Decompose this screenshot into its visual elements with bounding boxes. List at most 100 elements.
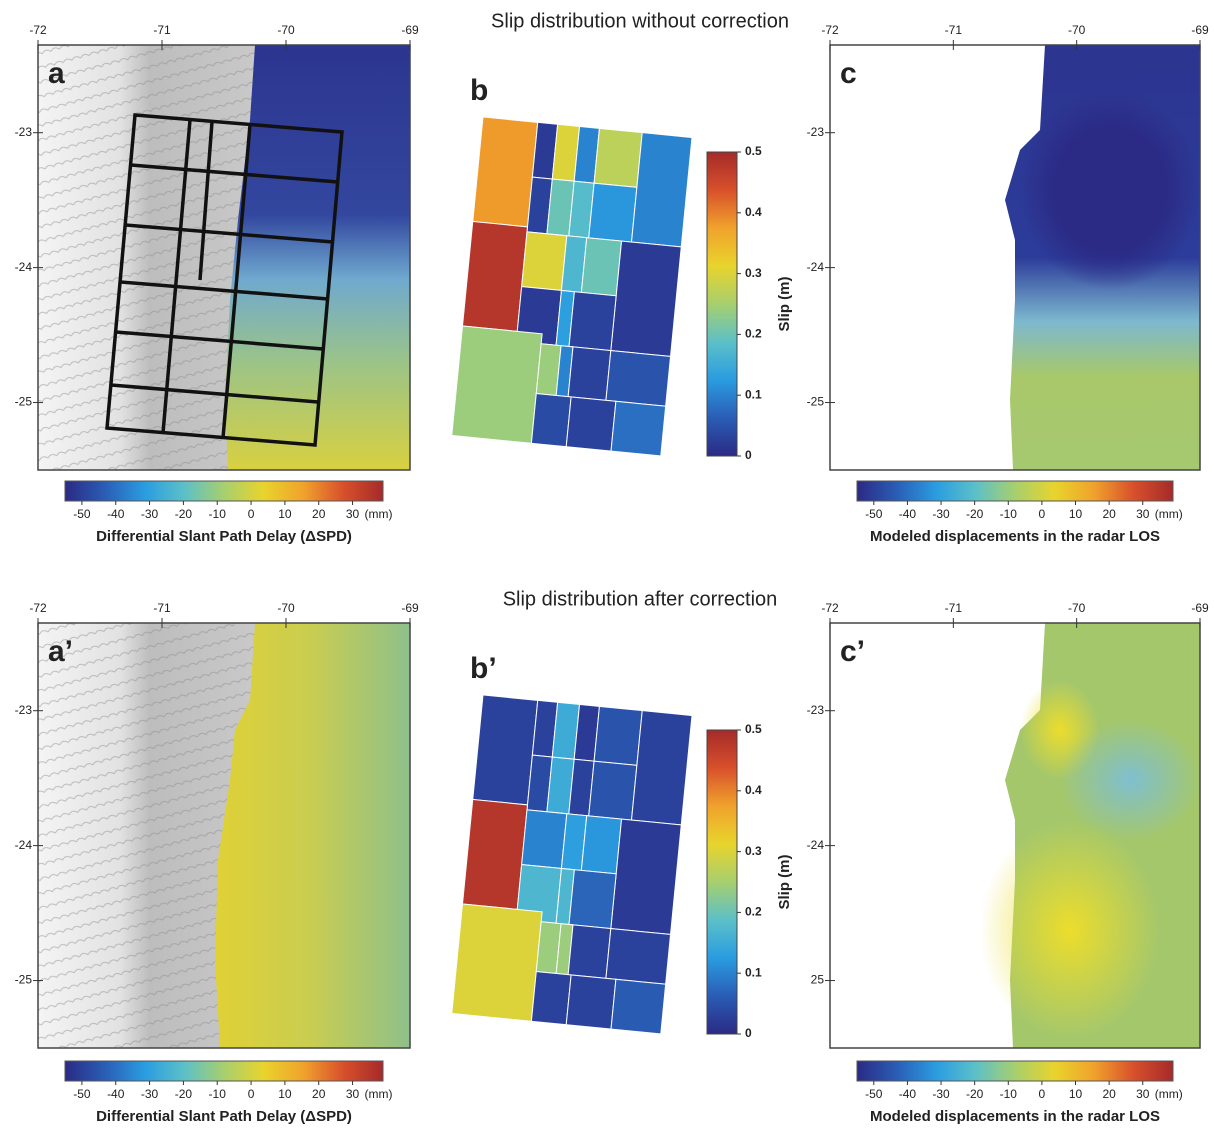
- colorbar-tick-label: 30: [346, 507, 360, 521]
- slip-patch: [632, 711, 692, 825]
- slip-colorbar-tick-label: 0.2: [745, 327, 762, 341]
- colorbar-tick-label: -10: [209, 507, 227, 521]
- colorbar-tick-label: -50: [865, 507, 883, 521]
- lon-tick-label: -70: [1068, 601, 1086, 615]
- slip-colorbar-tick-label: 0.5: [745, 722, 762, 736]
- row-title: Slip distribution after correction: [503, 588, 778, 610]
- colorbar-tick-label: -20: [175, 507, 193, 521]
- lon-tick-label: -70: [1068, 23, 1086, 37]
- slip-patch: [566, 975, 616, 1029]
- lat-tick-label: -24: [15, 260, 33, 274]
- colorbar-tick-label: 20: [1102, 1087, 1116, 1101]
- slip-patch: [566, 397, 616, 451]
- colorbar-tick-label: -20: [966, 507, 984, 521]
- lon-tick-label: -72: [821, 601, 839, 615]
- colorbar-tick-label: 30: [1136, 507, 1150, 521]
- colorbar-tick-label: -20: [175, 1087, 193, 1101]
- slip-patch: [589, 761, 637, 820]
- slip-patch: [473, 695, 538, 805]
- colorbar-tick-label: -50: [73, 507, 91, 521]
- slip-patches: [452, 695, 692, 1034]
- slip-patch: [611, 241, 681, 356]
- colorbar-tick-label: -40: [107, 1087, 125, 1101]
- lat-tick-label: -24: [15, 838, 33, 852]
- slip-colorbar-label: Slip (m): [776, 854, 793, 909]
- colorbar-unit: (mm): [1155, 507, 1183, 521]
- slip-patch: [589, 183, 637, 242]
- lat-tick-label: -23: [15, 125, 33, 139]
- colorbar: [857, 1061, 1173, 1081]
- lon-tick-label: -71: [945, 601, 963, 615]
- slip-patch: [522, 232, 567, 291]
- lat-tick-label: -25: [15, 973, 33, 987]
- slip-colorbar-label: Slip (m): [776, 276, 793, 331]
- lon-tick-label: -71: [153, 23, 171, 37]
- map-c-prime-image: [830, 623, 1200, 1048]
- slip-patch: [569, 870, 616, 929]
- lon-tick-label: -69: [401, 601, 419, 615]
- colorbar-tick-label: 0: [1039, 507, 1046, 521]
- colorbar-tick-label: 0: [248, 507, 255, 521]
- slip-patch: [606, 929, 671, 985]
- colorbar-unit: (mm): [365, 1087, 393, 1101]
- map-a-prime-image: [38, 623, 410, 1048]
- colorbar-tick-label: -20: [966, 1087, 984, 1101]
- slip-patch: [463, 799, 528, 909]
- lat-tick-label: -24: [807, 838, 825, 852]
- slip-colorbar: [707, 152, 737, 456]
- colorbar-tick-label: 10: [278, 1087, 292, 1101]
- slip-colorbar-tick-label: 0.4: [745, 783, 762, 797]
- lat-tick-label: -25: [807, 395, 825, 409]
- colorbar-tick-label: -10: [1000, 507, 1018, 521]
- colorbar-tick-label: 0: [248, 1087, 255, 1101]
- colorbar: [857, 481, 1173, 501]
- lat-tick-label: 25: [811, 973, 825, 987]
- slip-patch: [531, 394, 571, 447]
- panel-letter: b’: [470, 652, 497, 685]
- row-title: Slip distribution without correction: [491, 10, 789, 32]
- colorbar-tick-label: 0: [1039, 1087, 1046, 1101]
- slip-colorbar-tick-label: 0: [745, 448, 752, 462]
- slip-patch: [606, 351, 671, 407]
- slip-patch: [452, 904, 542, 1021]
- slip-patch: [568, 347, 611, 400]
- slip-patch: [611, 979, 666, 1034]
- colorbar-unit: (mm): [365, 507, 393, 521]
- colorbar: [65, 481, 383, 501]
- colorbar-tick-label: -50: [865, 1087, 883, 1101]
- panel-letter: c’: [840, 635, 865, 668]
- slip-patch: [452, 326, 542, 443]
- slip-colorbar-tick-label: 0.3: [745, 266, 762, 280]
- colorbar-tick-label: 10: [1069, 507, 1083, 521]
- colorbar-tick-label: -30: [932, 1087, 950, 1101]
- colorbar-caption: Differential Slant Path Delay (ΔSPD): [96, 1108, 352, 1125]
- slip-patch: [522, 810, 567, 869]
- lon-tick-label: -70: [277, 601, 295, 615]
- lon-tick-label: -72: [29, 601, 47, 615]
- colorbar-tick-label: -30: [141, 507, 159, 521]
- slip-patches: [452, 117, 692, 456]
- lon-tick-label: -71: [153, 601, 171, 615]
- lat-tick-label: -24: [807, 260, 825, 274]
- slip-colorbar-tick-label: 0.1: [745, 387, 762, 401]
- colorbar-tick-label: 30: [346, 1087, 360, 1101]
- slip-patch: [594, 706, 642, 765]
- slip-patch: [568, 925, 611, 978]
- lon-tick-label: -71: [945, 23, 963, 37]
- slip-colorbar-tick-label: 0.5: [745, 144, 762, 158]
- slip-colorbar-tick-label: 0.2: [745, 905, 762, 919]
- colorbar-caption: Differential Slant Path Delay (ΔSPD): [96, 528, 352, 545]
- slip-patch: [463, 221, 528, 331]
- colorbar-tick-label: -10: [209, 1087, 227, 1101]
- colorbar-tick-label: 20: [312, 507, 326, 521]
- slip-colorbar-tick-label: 0.1: [745, 965, 762, 979]
- colorbar-tick-label: -30: [932, 507, 950, 521]
- lat-tick-label: -23: [15, 703, 33, 717]
- panel-letter: b: [470, 74, 488, 107]
- slip-patch: [581, 816, 621, 874]
- map-c-image: [830, 45, 1200, 470]
- colorbar-tick-label: -40: [899, 507, 917, 521]
- figure: Slip distribution without correction -72 -…: [0, 0, 1214, 1130]
- slip-patch: [531, 972, 571, 1025]
- lat-tick-label: -25: [15, 395, 33, 409]
